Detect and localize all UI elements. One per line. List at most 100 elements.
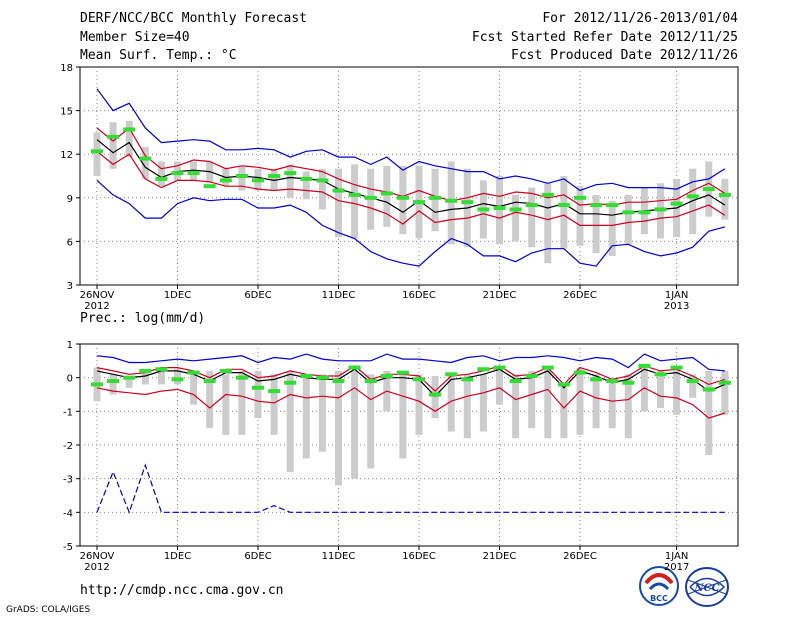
precipitation-spread-box	[592, 374, 600, 429]
temperature-obs-marker	[252, 178, 264, 183]
precipitation-xtick-label: 16DEC	[402, 551, 436, 562]
temperature-obs-marker	[686, 194, 699, 199]
variable-label: Mean Surf. Temp.: °C	[80, 48, 237, 63]
temperature-obs-marker	[509, 207, 522, 212]
temperature-xtick-label: 26NOV	[80, 290, 115, 301]
temperature-obs-marker	[268, 174, 281, 178]
precipitation-obs-marker	[445, 372, 458, 377]
precipitation-obs-marker	[203, 379, 216, 384]
precipitation-spread-box	[705, 370, 713, 456]
temperature-obs-marker	[107, 134, 120, 139]
temperature-line-mean	[96, 139, 726, 216]
precipitation-ytick-label: -5	[63, 542, 73, 553]
precipitation-obs-marker	[670, 365, 683, 370]
temperature-ytick-label: 18	[60, 63, 73, 74]
temperature-spread-box	[592, 194, 600, 254]
temperature-obs-marker	[493, 205, 506, 210]
precipitation-obs-marker	[477, 367, 490, 372]
precipitation-obs-marker	[139, 368, 152, 373]
temperature-xtick-label: 16DEC	[402, 290, 436, 301]
precipitation-obs-marker	[461, 377, 474, 382]
precipitation-line-mean-minus-sd	[96, 387, 726, 419]
temperature-ytick-label: 9	[67, 194, 73, 205]
temperature-spread-box	[447, 161, 455, 245]
temperature-line-max	[96, 88, 726, 192]
precipitation-obs-marker	[380, 373, 393, 378]
temperature-xtick-label: 1JAN	[665, 290, 688, 301]
temperature-spread-box	[689, 168, 697, 235]
precipitation-obs-marker	[268, 389, 281, 394]
temperature-obs-marker	[91, 149, 103, 154]
temperature-line-min	[96, 179, 726, 267]
precipitation-spread-box	[447, 374, 455, 432]
temperature-spread-box	[302, 171, 310, 200]
precipitation-spread-box	[415, 374, 423, 435]
temperature-obs-marker	[284, 171, 297, 176]
temperature-spread-box	[125, 120, 133, 158]
temperature-xtick-label: 26DEC	[563, 290, 597, 301]
precipitation-spread-box	[206, 370, 214, 429]
temperature-spread-box	[351, 164, 359, 239]
temperature-obs-marker	[654, 207, 667, 212]
temperature-spread-box	[496, 176, 503, 245]
ncc-logo: NCC	[684, 566, 730, 608]
temperature-line-mean-plus-sd	[96, 127, 726, 206]
precipitation-spread-box	[174, 369, 181, 385]
temperature-line-mean-minus-sd	[96, 150, 726, 226]
temperature-obs-marker	[203, 184, 216, 189]
temperature-ytick-label: 3	[67, 281, 73, 292]
temperature-xtick-sublabel: 2013	[664, 301, 689, 312]
temperature-obs-marker	[348, 192, 361, 197]
temperature-obs-marker	[139, 156, 152, 161]
precipitation-spread-box	[721, 370, 729, 415]
temperature-obs-marker	[396, 195, 409, 200]
precipitation-spread-box	[190, 370, 198, 405]
temperature-obs-marker	[332, 188, 345, 193]
precipitation-obs-marker	[541, 365, 554, 370]
temperature-spread-box	[431, 168, 439, 232]
precipitation-obs-marker	[686, 379, 699, 384]
temperature-spread-box	[544, 183, 552, 264]
temperature-obs-marker	[300, 176, 313, 181]
precipitation-obs-marker	[702, 387, 715, 392]
temperature-xtick-label: 1DEC	[164, 290, 191, 301]
precipitation-spread-box	[544, 367, 552, 439]
temperature-ytick-label: 15	[60, 107, 73, 118]
precipitation-obs-marker	[574, 370, 586, 375]
member-size: Member Size=40	[80, 30, 190, 45]
precipitation-obs-marker	[557, 382, 570, 387]
precipitation-obs-marker	[219, 368, 232, 373]
precipitation-ytick-label: -2	[63, 441, 73, 452]
precipitation-spread-box	[238, 370, 246, 435]
precipitation-obs-marker	[622, 380, 635, 385]
temperature-spread-box	[109, 122, 117, 169]
precipitation-xtick-label: 21DEC	[483, 551, 517, 562]
precip-label: Prec.: log(mm/d)	[80, 311, 206, 326]
precipitation-obs-marker	[718, 380, 731, 385]
ncc-logo-text: NCC	[693, 583, 719, 594]
temperature-spread-box	[270, 168, 278, 191]
precipitation-spread-box	[496, 367, 503, 405]
temperature-obs-marker	[670, 201, 683, 206]
temperature-obs-marker	[187, 171, 200, 176]
precipitation-obs-marker	[348, 365, 361, 370]
precipitation-spread-box	[576, 367, 584, 435]
temperature-obs-marker	[606, 203, 619, 208]
precipitation-spread-box	[157, 367, 165, 385]
temperature-spread-box	[141, 146, 149, 179]
precipitation-xtick-sublabel: 2017	[664, 562, 689, 573]
source-url[interactable]: http://cmdp.ncc.cma.gov.cn	[80, 583, 284, 598]
temperature-obs-marker	[477, 207, 490, 212]
precipitation-spread-box	[657, 370, 664, 408]
temperature-obs-marker	[718, 192, 731, 197]
temperature-spread-box	[528, 187, 536, 248]
temperature-spread-box	[174, 161, 181, 181]
precipitation-obs-marker	[493, 365, 506, 370]
precipitation-xtick-label: 26NOV	[80, 551, 115, 562]
precipitation-line-max	[96, 353, 725, 372]
precipitation-spread-box	[608, 377, 616, 429]
precipitation-obs-marker	[300, 373, 313, 378]
precipitation-xtick-label: 1DEC	[164, 551, 191, 562]
temperature-spread-box	[93, 132, 101, 176]
precipitation-obs-marker	[235, 375, 248, 380]
